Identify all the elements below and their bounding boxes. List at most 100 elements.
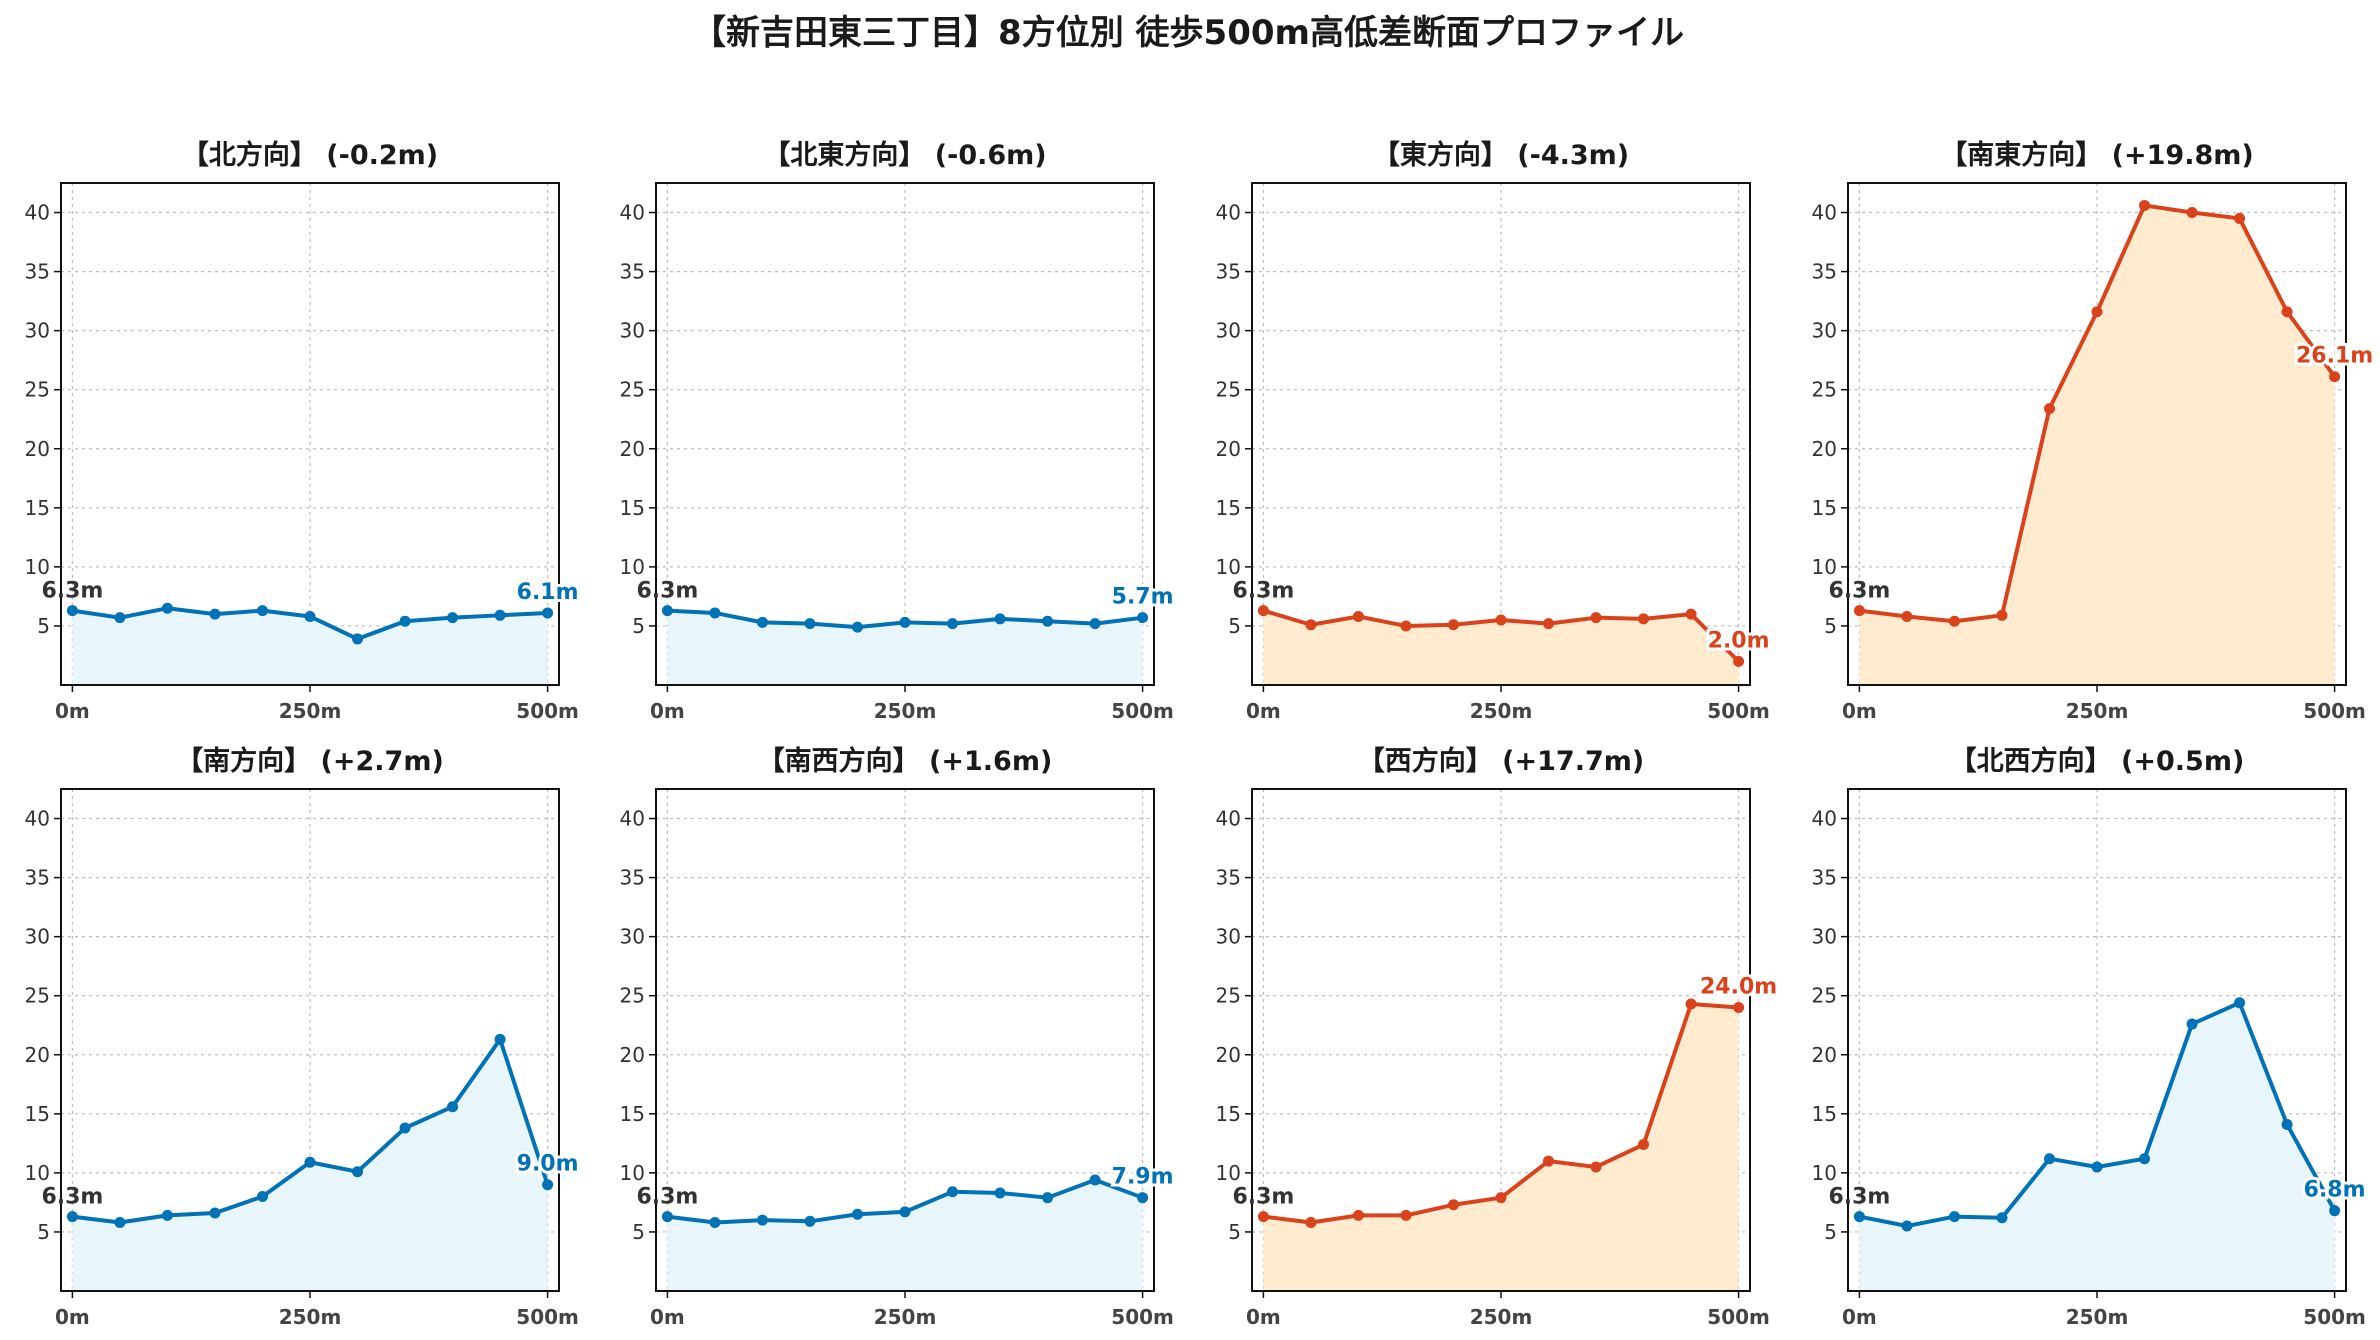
elevation-point [447, 612, 459, 624]
elevation-point [1447, 619, 1459, 631]
profile-panel: 【北方向】 (-0.2m) 5 10 15 20 25 30 35 40 0m 250m 500m 6.… [25, 139, 582, 723]
elevation-point [494, 1033, 506, 1045]
elevation-point [899, 616, 911, 628]
panel-title: 【北方向】 (-0.2m) [182, 139, 438, 171]
profile-panel: 【東方向】 (-4.3m) 5 10 15 20 25 30 35 40 0m 250m 500m 6.… [1216, 139, 1773, 723]
y-tick-label: 10 [1812, 555, 1837, 579]
y-tick-label: 30 [620, 319, 645, 343]
elevation-point [804, 1215, 816, 1227]
start-elevation-label: 6.3m [41, 579, 103, 604]
elevation-point [1352, 1209, 1364, 1221]
y-tick-label: 20 [25, 437, 50, 461]
elevation-point [1638, 613, 1650, 625]
elevation-point [1137, 612, 1149, 624]
end-elevation-label: 5.7m [1112, 585, 1174, 610]
y-tick-label: 40 [620, 201, 645, 225]
elevation-point [66, 1211, 78, 1223]
elevation-point [1948, 615, 1960, 627]
elevation-point [2043, 1153, 2055, 1165]
y-tick-label: 10 [620, 1161, 645, 1185]
x-tick-label: 0m [650, 1305, 685, 1329]
profile-panel: 【南西方向】 (+1.6m) 5 10 15 20 25 30 35 40 0m 250m 500m 6… [620, 745, 1177, 1329]
elevation-point [542, 607, 554, 619]
y-tick-label: 30 [1812, 319, 1837, 343]
elevation-point [2043, 403, 2055, 415]
elevation-point [1733, 1002, 1745, 1014]
elevation-point [709, 607, 721, 619]
elevation-point [1400, 1209, 1412, 1221]
y-tick-label: 15 [25, 496, 50, 520]
y-tick-label: 40 [1216, 201, 1241, 225]
elevation-area [667, 610, 1143, 685]
elevation-point [352, 633, 364, 645]
x-tick-label: 250m [279, 1305, 342, 1329]
elevation-point [1257, 1211, 1269, 1223]
elevation-area [1263, 610, 1739, 685]
y-tick-label: 10 [25, 555, 50, 579]
start-elevation-label: 6.3m [41, 1185, 103, 1210]
x-tick-label: 500m [2303, 699, 2366, 723]
elevation-point [1853, 605, 1865, 617]
y-tick-label: 30 [25, 319, 50, 343]
elevation-point [1948, 1211, 1960, 1223]
elevation-point [1305, 619, 1317, 631]
start-elevation-label: 6.3m [1232, 579, 1294, 604]
y-tick-label: 40 [1812, 807, 1837, 831]
elevation-point [756, 616, 768, 628]
elevation-point [256, 605, 268, 617]
y-tick-label: 35 [620, 866, 645, 890]
y-tick-label: 25 [1812, 984, 1837, 1008]
panel-title: 【南方向】 (+2.7m) [176, 745, 444, 777]
y-tick-label: 20 [1812, 437, 1837, 461]
elevation-point [494, 609, 506, 621]
start-elevation-label: 6.3m [636, 1185, 698, 1210]
profile-panel: 【南方向】 (+2.7m) 5 10 15 20 25 30 35 40 0m 250m 500m 6.… [25, 745, 582, 1329]
elevation-point [709, 1216, 721, 1228]
y-tick-label: 20 [1812, 1043, 1837, 1067]
x-tick-label: 500m [1111, 1305, 1174, 1329]
panel-title: 【南東方向】 (+19.8m) [1940, 139, 2253, 171]
plot-frame [655, 182, 1155, 686]
elevation-point [1495, 614, 1507, 626]
y-tick-label: 5 [1824, 614, 1837, 638]
panel-title: 【西方向】 (+17.7m) [1358, 745, 1644, 777]
elevation-point [1901, 1220, 1913, 1232]
end-elevation-label: 6.1m [517, 580, 579, 605]
elevation-point [1257, 605, 1269, 617]
y-tick-label: 35 [1216, 260, 1241, 284]
y-tick-label: 20 [25, 1043, 50, 1067]
elevation-point [661, 1211, 673, 1223]
elevation-area [1859, 205, 2335, 685]
x-tick-label: 500m [516, 1305, 579, 1329]
panel-title: 【南西方向】 (+1.6m) [758, 745, 1053, 777]
x-tick-label: 250m [874, 1305, 937, 1329]
elevation-point [1543, 618, 1555, 630]
y-tick-label: 5 [632, 1220, 645, 1244]
y-tick-label: 15 [1812, 496, 1837, 520]
x-tick-label: 500m [1707, 1305, 1770, 1329]
elevation-point [1447, 1199, 1459, 1211]
elevation-point [2329, 1205, 2341, 1217]
elevation-point [1543, 1155, 1555, 1167]
y-tick-label: 25 [1216, 378, 1241, 402]
x-tick-label: 0m [1842, 699, 1877, 723]
y-tick-label: 35 [620, 260, 645, 284]
elevation-point [2281, 1118, 2293, 1130]
x-tick-label: 0m [55, 699, 90, 723]
profile-panel: 【西方向】 (+17.7m) 5 10 15 20 25 30 35 40 0m 250m 500m 6… [1216, 745, 1781, 1329]
elevation-point [1638, 1139, 1650, 1151]
y-tick-label: 15 [620, 496, 645, 520]
elevation-area [667, 1179, 1143, 1291]
elevation-point [447, 1101, 459, 1113]
elevation-area [72, 608, 548, 685]
elevation-point [1685, 998, 1697, 1010]
elevation-point [2139, 1153, 2151, 1165]
elevation-point [899, 1206, 911, 1218]
elevation-point [1996, 1212, 2008, 1224]
elevation-point [947, 1186, 959, 1198]
elevation-point [1495, 1192, 1507, 1204]
y-tick-label: 25 [25, 984, 50, 1008]
elevation-point [161, 602, 173, 614]
y-tick-label: 10 [620, 555, 645, 579]
